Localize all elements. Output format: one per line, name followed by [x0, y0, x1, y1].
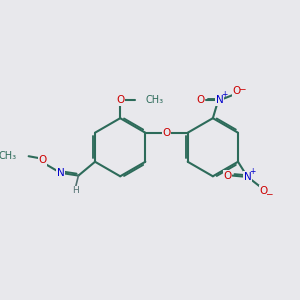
Text: O: O — [116, 95, 124, 105]
Text: +: + — [250, 167, 256, 176]
Text: O: O — [259, 186, 268, 196]
Text: CH₃: CH₃ — [145, 95, 163, 105]
Text: O: O — [233, 86, 241, 96]
Text: −: − — [265, 189, 273, 198]
Text: O: O — [38, 155, 46, 165]
Text: +: + — [221, 90, 227, 99]
Text: CH₃: CH₃ — [0, 151, 16, 161]
Text: −: − — [238, 84, 246, 93]
Text: N: N — [244, 172, 252, 182]
Text: O: O — [196, 95, 205, 105]
Text: O: O — [162, 128, 171, 138]
Text: O: O — [224, 171, 232, 181]
Text: N: N — [216, 95, 224, 105]
Text: N: N — [57, 168, 64, 178]
Text: H: H — [72, 186, 79, 195]
